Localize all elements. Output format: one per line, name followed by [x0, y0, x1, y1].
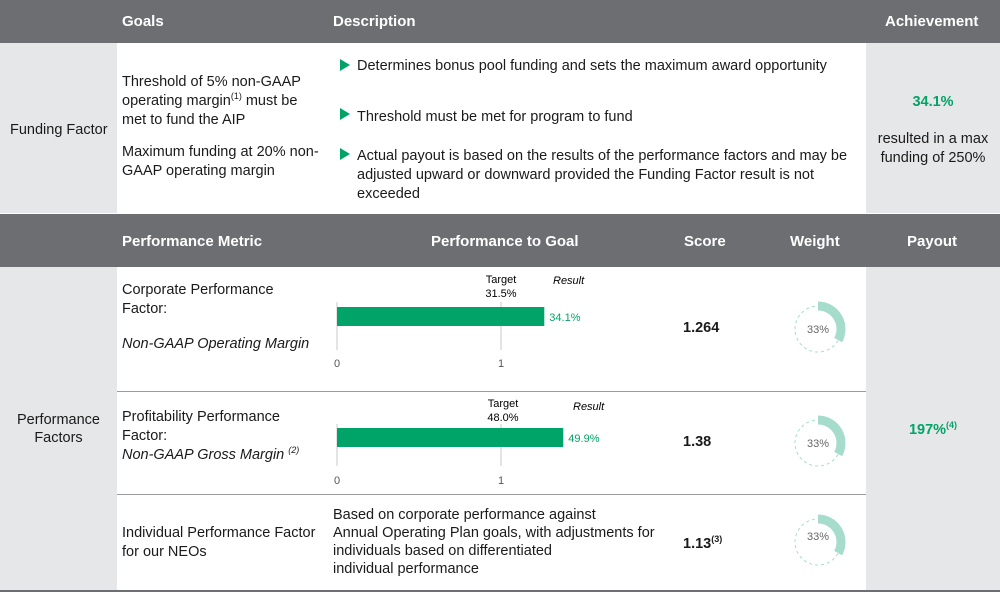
row-divider	[117, 494, 866, 495]
bullet-triangle-icon	[340, 108, 350, 120]
funding-bullet-3: Actual payout is based on the results of…	[357, 148, 848, 202]
row1-result-label: Result	[553, 275, 585, 287]
donut-arc	[817, 514, 846, 556]
funding-factor-label: Funding Factor	[10, 122, 108, 138]
row2-weight-donut: 33%	[794, 415, 846, 467]
description-header: Description	[333, 13, 416, 30]
achievement-header: Achievement	[885, 13, 979, 30]
row1-result-bar	[337, 307, 545, 326]
row3-score: 1.13(3)	[683, 534, 723, 552]
row3-description: Based on corporate performance against A…	[333, 507, 655, 577]
row2-target-label: Target	[488, 398, 519, 410]
bullet-triangle-icon	[340, 148, 350, 160]
funding-achievement-cell	[866, 43, 1000, 213]
row1-metric: Corporate Performance Factor: Non-GAAP O…	[122, 282, 310, 352]
row1-axis-tick-1: 1	[498, 358, 504, 370]
row-divider	[117, 391, 866, 392]
row3-weight-value: 33%	[807, 531, 829, 543]
performance-factors-label: Performance Factors	[16, 412, 100, 446]
performance-label-cell	[0, 267, 117, 591]
row1-weight-donut: 33%	[794, 301, 846, 353]
row2-score: 1.38	[683, 434, 712, 450]
funding-label-cell	[0, 43, 117, 213]
payout-header: Payout	[907, 233, 958, 250]
table-bottom-border	[0, 590, 1000, 592]
row2-bar-chart: Target 48.0% Result 49.9% 0 1	[334, 398, 605, 487]
row2-target-value: 48.0%	[487, 412, 518, 424]
row2-result-label: Result	[573, 401, 605, 413]
row1-result-value: 34.1%	[549, 312, 580, 324]
funding-goal-text: Threshold of 5% non-GAAP operating margi…	[122, 74, 319, 179]
donut-arc	[817, 415, 846, 457]
weight-header: Weight	[790, 233, 840, 250]
funding-bullet-2: Threshold must be met for program to fun…	[357, 109, 633, 125]
row1-score: 1.264	[683, 320, 720, 336]
row1-target-value: 31.5%	[485, 288, 516, 300]
performance-payout-value: 197%(4)	[908, 420, 958, 438]
row1-weight-value: 33%	[807, 324, 829, 336]
donut-arc	[817, 301, 846, 343]
row2-axis-tick-0: 0	[334, 475, 340, 487]
row3-metric: Individual Performance Factor for our NE…	[122, 525, 316, 560]
performance-metric-header: Performance Metric	[122, 233, 263, 250]
funding-header-bar	[0, 0, 1000, 43]
performance-payout-cell	[866, 267, 1000, 591]
bullet-triangle-icon	[340, 59, 350, 71]
row1-axis-tick-0: 0	[334, 358, 340, 370]
row2-result-bar	[337, 428, 564, 447]
row2-metric: Profitability Performance Factor: Non-GA…	[122, 409, 300, 463]
row1-target-label: Target	[486, 274, 517, 286]
funding-achievement-value: 34.1%	[912, 94, 954, 110]
row3-weight-donut: 33%	[794, 514, 846, 566]
goals-header: Goals	[122, 13, 164, 30]
funding-bullet-1: Determines bonus pool funding and sets t…	[357, 58, 827, 74]
row1-bar-chart: Target 31.5% Result 34.1% 0 1	[334, 274, 585, 370]
funding-achievement-note: resulted in a max funding of 250%	[877, 131, 989, 166]
row2-weight-value: 33%	[807, 438, 829, 450]
score-header: Score	[684, 233, 726, 250]
performance-header-bar	[0, 214, 1000, 267]
row2-axis-tick-1: 1	[498, 475, 504, 487]
row2-result-value: 49.9%	[568, 433, 599, 445]
performance-to-goal-header: Performance to Goal	[431, 233, 579, 250]
